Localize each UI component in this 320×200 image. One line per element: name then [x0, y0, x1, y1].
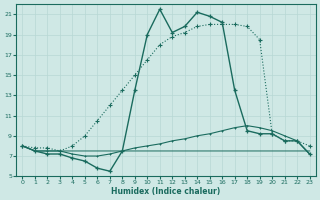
X-axis label: Humidex (Indice chaleur): Humidex (Indice chaleur) [111, 187, 221, 196]
